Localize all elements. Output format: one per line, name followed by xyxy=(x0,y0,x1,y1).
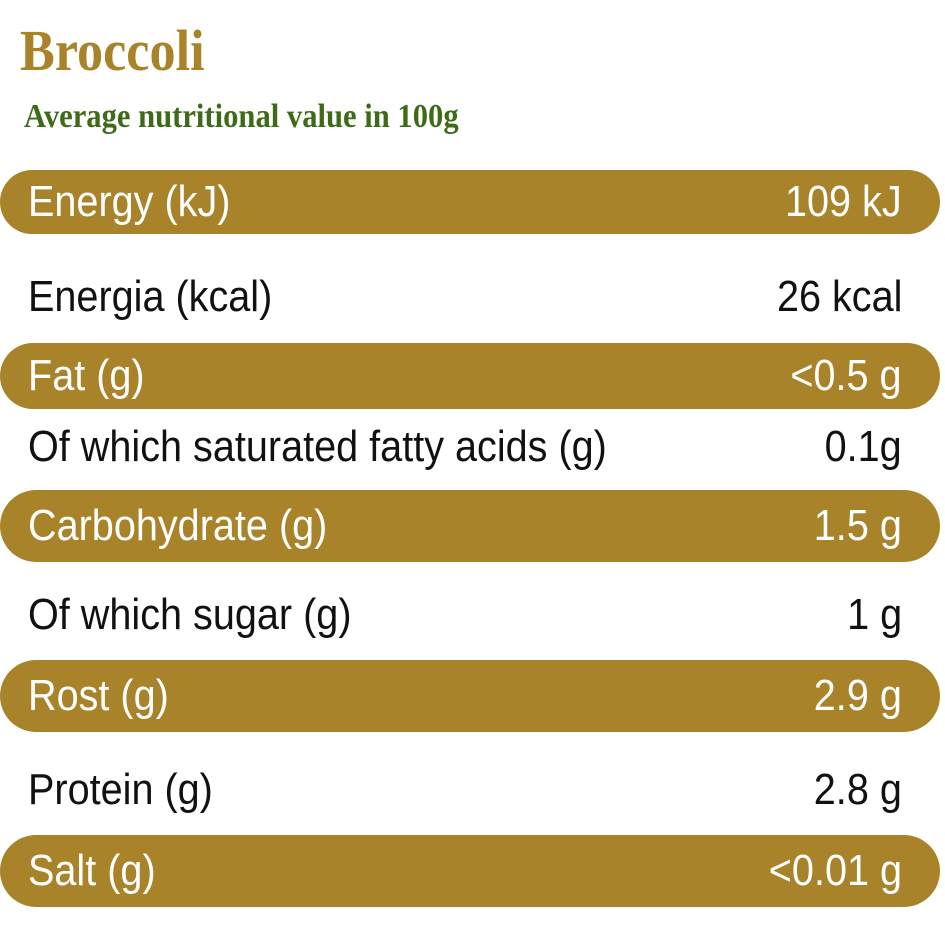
row-value: 2.9 g xyxy=(813,671,902,720)
nutrition-row-salt: Salt (g) <0.01 g xyxy=(0,835,940,907)
row-label: Rost (g) xyxy=(28,671,169,720)
nutrition-row-carbohydrate: Carbohydrate (g) 1.5 g xyxy=(0,490,940,562)
nutrition-row-saturated-fat: Of which saturated fatty acids (g) 0.1g xyxy=(0,414,940,480)
product-title: Broccoli xyxy=(20,18,205,83)
row-value: 1.5 g xyxy=(813,501,902,550)
nutrition-row-sugar: Of which sugar (g) 1 g xyxy=(0,580,940,650)
row-label: Protein (g) xyxy=(28,765,213,814)
row-value: <0.5 g xyxy=(790,351,902,400)
row-value: 0.1g xyxy=(824,422,902,471)
row-value: 26 kcal xyxy=(776,272,902,321)
row-value: 1 g xyxy=(846,590,902,639)
nutrition-row-fibre: Rost (g) 2.9 g xyxy=(0,660,940,732)
row-label: Salt (g) xyxy=(28,846,156,895)
row-label: Of which sugar (g) xyxy=(28,590,352,639)
nutrition-subtitle: Average nutritional value in 100g xyxy=(24,98,459,135)
nutrition-row-protein: Protein (g) 2.8 g xyxy=(0,755,940,825)
row-value: 2.8 g xyxy=(813,765,902,814)
row-label: Carbohydrate (g) xyxy=(28,501,328,550)
nutrition-row-energy-kj: Energy (kJ) 109 kJ xyxy=(0,170,940,234)
row-label: Of which saturated fatty acids (g) xyxy=(28,422,607,471)
row-label: Energy (kJ) xyxy=(28,177,231,226)
row-value: <0.01 g xyxy=(768,846,902,895)
row-label: Fat (g) xyxy=(28,351,145,400)
row-label: Energia (kcal) xyxy=(28,272,273,321)
nutrition-row-energy-kcal: Energia (kcal) 26 kcal xyxy=(0,264,940,330)
row-value: 109 kJ xyxy=(785,177,902,226)
nutrition-row-fat: Fat (g) <0.5 g xyxy=(0,343,940,409)
